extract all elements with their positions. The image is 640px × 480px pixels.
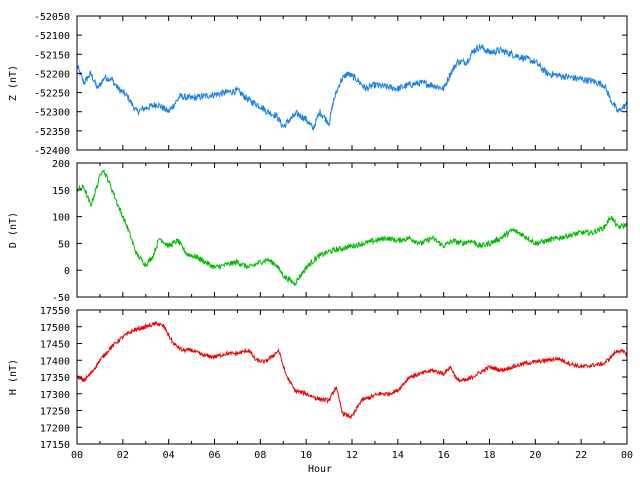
z-plot-frame (76, 15, 628, 151)
d-y-tick-label: -50 (52, 293, 70, 304)
x-tick-label: 04 (163, 450, 175, 461)
z-y-tick-label: -52150 (34, 50, 70, 61)
z-y-tick-label: -52200 (34, 69, 70, 80)
x-tick-label: 10 (300, 450, 312, 461)
x-tick-label: 18 (483, 450, 495, 461)
h-y-tick-label: 17300 (40, 390, 70, 401)
h-y-tick-label: 17150 (40, 440, 70, 451)
d-y-tick-label: 0 (64, 266, 70, 277)
d-y-tick-label: 50 (58, 239, 70, 250)
d-y-tick-label: 150 (52, 186, 70, 197)
x-tick-label: 08 (254, 450, 266, 461)
z-y-tick-label: -52300 (34, 108, 70, 119)
h-y-tick-label: 17400 (40, 356, 70, 367)
z-y-tick-label: -52050 (34, 12, 70, 23)
z-series-line (76, 43, 628, 131)
h-component-panel: 17550 17500 17450 17400 17350 17300 17250 17200… (8, 306, 633, 461)
h-y-tick-label: 17250 (40, 407, 70, 418)
d-series-line (76, 168, 628, 286)
d-y-tick-label: 100 (52, 213, 70, 224)
z-y-tick-label: -52100 (34, 31, 70, 42)
d-plot-frame (76, 162, 628, 298)
x-tick-label: 02 (117, 450, 129, 461)
d-y-tick-label: 200 (52, 159, 70, 170)
x-tick-label: 16 (438, 450, 450, 461)
z-component-panel: -52050 -52100 -52150 -52200 -52250 -52300 -523… (8, 12, 628, 157)
h-y-tick-label: 17450 (40, 340, 70, 351)
d-component-panel: 200 150 100 50 0 -50 D (nT) (8, 159, 628, 304)
z-y-tick-label: -52350 (34, 127, 70, 138)
h-y-tick-label: 17550 (40, 306, 70, 317)
x-tick-label: 22 (575, 450, 587, 461)
h-y-tick-label: 17200 (40, 423, 70, 434)
h-series-line (76, 320, 628, 419)
x-tick-label: 00 (621, 450, 633, 461)
x-tick-label: 06 (208, 450, 220, 461)
h-plot-frame (76, 309, 628, 445)
d-y-axis-label: D (nT) (8, 212, 19, 248)
x-tick-label: 12 (346, 450, 358, 461)
h-y-tick-label: 17350 (40, 373, 70, 384)
x-tick-label: 14 (392, 450, 404, 461)
h-y-axis-label: H (nT) (8, 359, 19, 395)
z-y-axis-label: Z (nT) (8, 65, 19, 101)
x-tick-label: 20 (529, 450, 541, 461)
z-y-tick-label: -52250 (34, 89, 70, 100)
x-tick-label: 00 (71, 450, 83, 461)
h-y-tick-label: 17500 (40, 323, 70, 334)
z-y-tick-label: -52400 (34, 146, 70, 157)
x-axis-label: Hour (308, 464, 332, 475)
